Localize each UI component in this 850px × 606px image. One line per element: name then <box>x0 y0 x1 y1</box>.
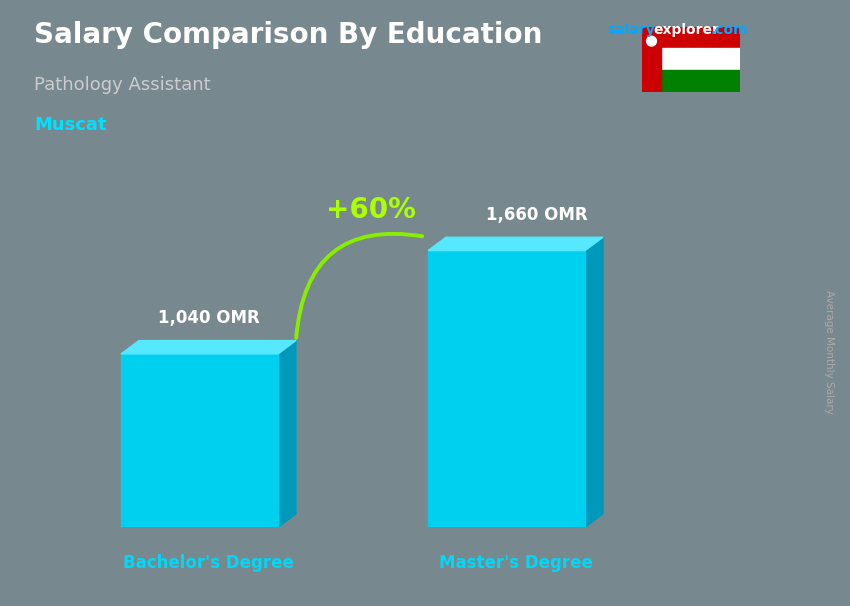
Polygon shape <box>428 237 603 250</box>
Text: Salary Comparison By Education: Salary Comparison By Education <box>34 21 542 49</box>
FancyArrowPatch shape <box>296 234 422 338</box>
Text: 1,040 OMR: 1,040 OMR <box>157 309 259 327</box>
Text: Muscat: Muscat <box>34 116 106 135</box>
Bar <box>428 250 585 527</box>
Text: explorer: explorer <box>654 23 719 37</box>
Bar <box>661 48 740 70</box>
Polygon shape <box>121 341 296 354</box>
Text: Average Monthly Salary: Average Monthly Salary <box>824 290 834 413</box>
Text: +60%: +60% <box>326 196 416 224</box>
Text: Bachelor's Degree: Bachelor's Degree <box>123 554 294 572</box>
Bar <box>661 27 740 48</box>
Text: Master's Degree: Master's Degree <box>439 554 592 572</box>
Polygon shape <box>585 237 603 527</box>
Circle shape <box>647 36 656 46</box>
Bar <box>661 70 740 92</box>
Text: .com: .com <box>711 23 748 37</box>
Bar <box>121 354 278 527</box>
Text: Pathology Assistant: Pathology Assistant <box>34 76 211 94</box>
Bar <box>642 27 661 92</box>
Polygon shape <box>278 341 296 527</box>
Text: 1,660 OMR: 1,660 OMR <box>486 206 587 224</box>
Text: salary: salary <box>608 23 655 37</box>
